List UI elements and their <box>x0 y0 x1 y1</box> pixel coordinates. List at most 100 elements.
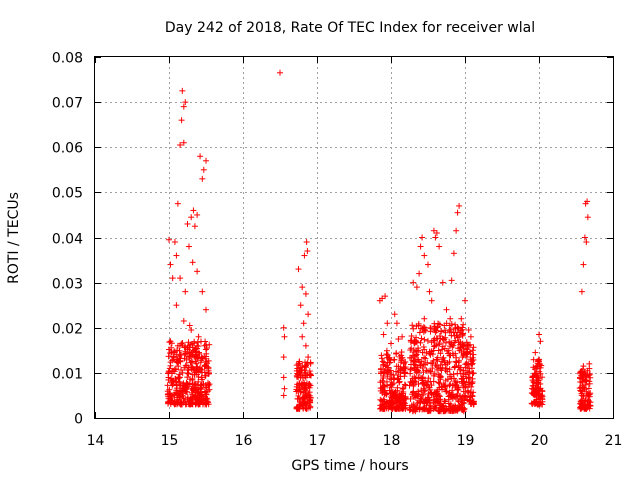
data-point <box>199 376 206 383</box>
data-point <box>185 353 192 360</box>
data-point <box>176 353 183 360</box>
data-point <box>182 362 189 369</box>
data-points <box>164 69 594 415</box>
data-point <box>470 398 477 405</box>
data-point <box>302 359 309 366</box>
data-point <box>441 327 448 334</box>
data-point <box>409 322 416 329</box>
data-point <box>167 261 174 268</box>
data-point <box>586 398 593 405</box>
data-point <box>533 394 540 401</box>
data-point <box>580 375 587 382</box>
data-point <box>528 385 535 392</box>
data-point <box>185 367 192 374</box>
data-point <box>467 401 474 408</box>
data-point <box>411 353 418 360</box>
data-point <box>302 372 309 379</box>
data-point <box>197 153 204 160</box>
data-point <box>418 335 425 342</box>
data-point <box>201 342 208 349</box>
data-point <box>459 340 466 347</box>
chart-title: Day 242 of 2018, Rate Of TEC Index for r… <box>165 20 535 36</box>
data-point <box>459 324 466 331</box>
data-point <box>401 370 408 377</box>
data-point <box>303 393 310 400</box>
data-point <box>467 388 474 395</box>
data-point <box>536 368 543 375</box>
data-point <box>421 336 428 343</box>
data-point <box>537 400 544 407</box>
data-point <box>455 398 462 405</box>
data-point <box>410 357 417 364</box>
data-point <box>435 364 442 371</box>
data-point <box>463 375 470 382</box>
data-point <box>442 367 449 374</box>
data-point <box>194 388 201 395</box>
data-point <box>178 399 185 406</box>
data-point <box>419 349 426 356</box>
data-point <box>434 324 441 331</box>
data-point <box>200 166 207 173</box>
data-point <box>585 385 592 392</box>
y-tick-label: 0.04 <box>52 232 83 248</box>
data-point <box>435 320 442 327</box>
data-point <box>378 397 385 404</box>
data-point <box>401 381 408 388</box>
data-point <box>446 338 453 345</box>
data-point <box>195 401 202 408</box>
data-point <box>412 367 419 374</box>
data-point <box>299 394 306 401</box>
data-point <box>452 350 459 357</box>
data-point <box>462 345 469 352</box>
data-point <box>445 347 452 354</box>
data-point <box>464 361 471 368</box>
data-point <box>302 386 309 393</box>
data-point <box>411 373 418 380</box>
data-point <box>451 364 458 371</box>
data-point <box>435 341 442 348</box>
data-point <box>194 268 201 275</box>
data-point <box>386 359 393 366</box>
data-point <box>455 359 462 366</box>
data-point <box>185 243 192 250</box>
data-point <box>386 387 393 394</box>
data-point <box>454 329 461 336</box>
data-point <box>380 361 387 368</box>
data-point <box>199 288 206 295</box>
data-point <box>193 394 200 401</box>
y-tick-label: 0.05 <box>52 186 83 202</box>
data-point <box>446 328 453 335</box>
data-point <box>577 369 584 376</box>
data-point <box>444 360 451 367</box>
data-point <box>166 365 173 372</box>
data-point <box>434 335 441 342</box>
data-point <box>280 324 287 331</box>
data-point <box>393 350 400 357</box>
data-point <box>177 141 184 148</box>
data-point <box>164 382 171 389</box>
data-point <box>184 220 191 227</box>
data-point <box>301 385 308 392</box>
data-point <box>469 360 476 367</box>
data-point <box>378 369 385 376</box>
data-point <box>389 381 396 388</box>
data-point <box>299 382 306 389</box>
data-point <box>179 385 186 392</box>
data-point <box>459 332 466 339</box>
data-point <box>415 356 422 363</box>
data-point <box>418 396 425 403</box>
data-point <box>427 351 434 358</box>
data-point <box>426 384 433 391</box>
data-point <box>408 333 415 340</box>
data-point <box>424 337 431 344</box>
data-point <box>192 393 199 400</box>
data-point <box>392 405 399 412</box>
data-point <box>413 334 420 341</box>
data-point <box>182 288 189 295</box>
data-point <box>410 404 417 411</box>
data-point <box>442 398 449 405</box>
x-tick-label: 18 <box>383 433 401 449</box>
data-point <box>198 354 205 361</box>
data-point <box>298 382 305 389</box>
